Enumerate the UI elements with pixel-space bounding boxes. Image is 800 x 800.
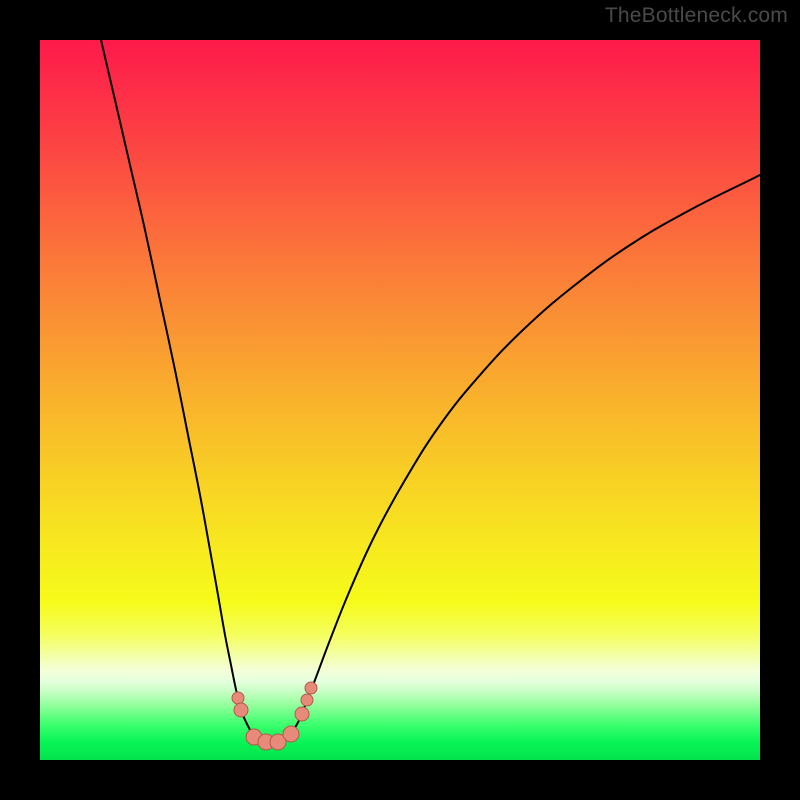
curve-marker <box>295 707 309 721</box>
curve-marker <box>305 682 317 694</box>
curve-marker <box>283 726 299 742</box>
curve-marker <box>234 703 248 717</box>
watermark-text: TheBottleneck.com <box>605 4 788 28</box>
curve-marker <box>301 694 313 706</box>
chart-plot-area <box>40 40 760 760</box>
bottleneck-curve <box>40 40 760 760</box>
curve-marker <box>232 692 244 704</box>
